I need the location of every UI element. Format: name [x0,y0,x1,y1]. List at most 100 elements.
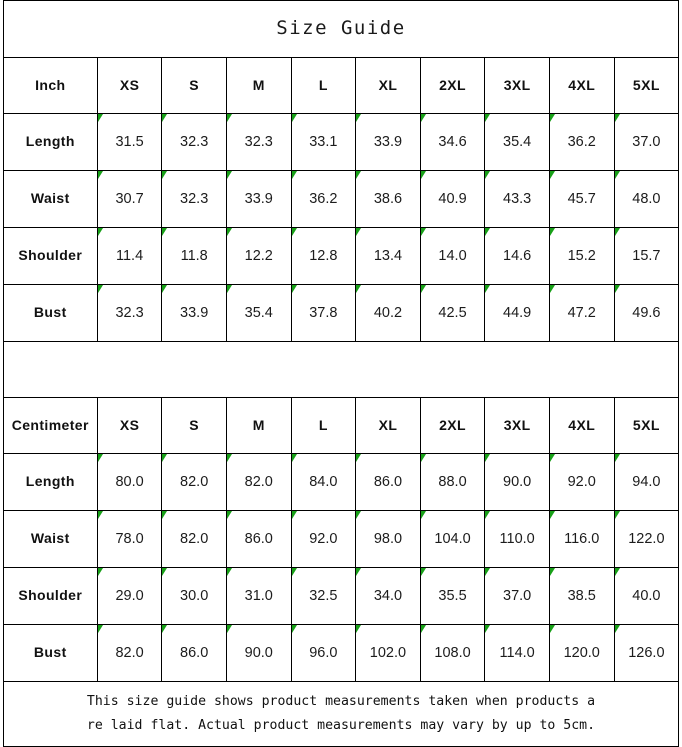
column-header-label: 3XL [503,416,531,433]
measurement-value: 40.2 [355,284,421,342]
measurement-value-text: 88.0 [438,474,467,490]
measurement-label-text: Shoulder [18,247,83,263]
measurement-value-text: 47.2 [567,305,596,321]
column-header-4xl: 4XL [548,57,615,114]
measurement-value: 92.0 [290,510,357,568]
measurement-value-text: 40.2 [373,305,403,321]
measurement-value: 90.0 [225,624,292,682]
measurement-value-text: 35.5 [438,588,467,604]
measurement-label-text: Shoulder [18,587,83,603]
measurement-value-text: 40.0 [632,588,661,604]
measurement-value-text: 12.2 [244,248,273,264]
column-header-s: S [161,57,227,114]
measurement-value-text: 122.0 [628,531,665,547]
measurement-value-text: 30.0 [180,588,209,604]
column-header-xs: XS [96,397,163,454]
measurement-value-text: 32.3 [115,305,144,321]
measurement-value: 110.0 [484,510,550,568]
column-header-label: 5XL [632,416,660,433]
measurement-value: 108.0 [419,624,486,682]
measurement-value-text: 12.8 [309,248,338,264]
measurement-value-text: 92.0 [567,474,596,490]
column-header-l: L [290,397,357,454]
measurement-value-text: 38.6 [373,191,403,207]
measurement-value-text: 104.0 [434,531,471,547]
column-header-label: L [318,416,328,433]
table-row: Shoulder 29.0 30.0 31.0 32.5 34.0 35.5 37.0 38.5… [2,567,680,625]
measurement-value-text: 36.2 [309,191,338,207]
measurement-value: 34.6 [419,113,486,171]
measurement-value-text: 31.5 [115,134,144,150]
measurement-value-text: 33.9 [373,134,403,150]
measurement-value-text: 94.0 [632,474,661,490]
measurement-value-text: 35.4 [244,305,273,321]
size-guide-note-text: This size guide shows product measuremen… [86,693,596,733]
measurement-value-text: 86.0 [373,474,403,490]
measurement-value: 29.0 [96,567,163,625]
column-header-xl: XL [355,57,421,114]
measurement-value: 126.0 [613,624,680,682]
measurement-value-text: 11.4 [116,248,144,264]
table-spacer-row [2,341,680,398]
measurement-value-text: 120.0 [563,645,600,661]
unit-header-inch: Inch [2,57,98,114]
measurement-label-text: Bust [33,644,67,660]
measurement-value: 45.7 [548,170,615,228]
measurement-value-text: 116.0 [564,531,600,547]
measurement-value-text: 86.0 [244,531,273,547]
measurement-value: 36.2 [290,170,357,228]
measurement-value-text: 82.0 [180,474,209,490]
measurement-value: 116.0 [548,510,615,568]
measurement-value: 94.0 [613,453,680,511]
measurement-value: 11.4 [96,227,163,285]
measurement-value-text: 45.7 [567,191,596,207]
page-title: Size Guide [2,0,680,58]
measurement-value-text: 78.0 [115,531,144,547]
measurement-value: 86.0 [355,453,421,511]
measurement-value-text: 32.3 [244,134,273,150]
measurement-label-shoulder: Shoulder [2,227,98,285]
measurement-value-text: 40.9 [438,191,467,207]
measurement-label-waist: Waist [2,510,98,568]
measurement-value: 82.0 [96,624,163,682]
measurement-value-text: 86.0 [180,645,209,661]
measurement-value-text: 31.0 [244,588,273,604]
measurement-value: 37.0 [484,567,550,625]
measurement-value-text: 96.0 [309,645,338,661]
measurement-value-text: 80.0 [115,474,144,490]
measurement-label-text: Bust [33,304,67,320]
measurement-value-text: 102.0 [369,645,407,661]
measurement-value: 31.5 [96,113,163,171]
measurement-label-text: Waist [30,530,70,546]
measurement-value: 32.3 [161,170,227,228]
header-row-inch: Inch XS S M L XL 2XL 3XL 4XL 5XL [2,57,680,114]
measurement-value-text: 90.0 [503,474,532,490]
column-header-label: 4XL [568,76,596,93]
measurement-value-text: 92.0 [309,531,338,547]
measurement-value: 40.9 [419,170,486,228]
measurement-value-text: 14.6 [503,248,532,264]
measurement-label-text: Length [25,133,75,149]
column-header-xs: XS [96,57,163,114]
measurement-value-text: 38.5 [567,588,596,604]
measurement-value-text: 35.4 [503,134,532,150]
column-header-label: XS [119,416,140,433]
column-header-3xl: 3XL [484,57,550,114]
measurement-value: 42.5 [419,284,486,342]
column-header-xl: XL [355,397,421,454]
measurement-value: 40.0 [613,567,680,625]
column-header-m: M [225,397,292,454]
note-row: This size guide shows product measuremen… [2,681,680,747]
measurement-value-text: 15.2 [567,248,596,264]
measurement-value: 44.9 [484,284,550,342]
measurement-value: 13.4 [355,227,421,285]
measurement-value: 33.9 [355,113,421,171]
column-header-label: 5XL [632,76,660,93]
measurement-value-text: 13.4 [373,248,403,264]
measurement-value-text: 114.0 [499,645,535,661]
measurement-value-text: 30.7 [115,191,144,207]
measurement-value: 14.0 [419,227,486,285]
column-header-2xl: 2XL [419,397,486,454]
